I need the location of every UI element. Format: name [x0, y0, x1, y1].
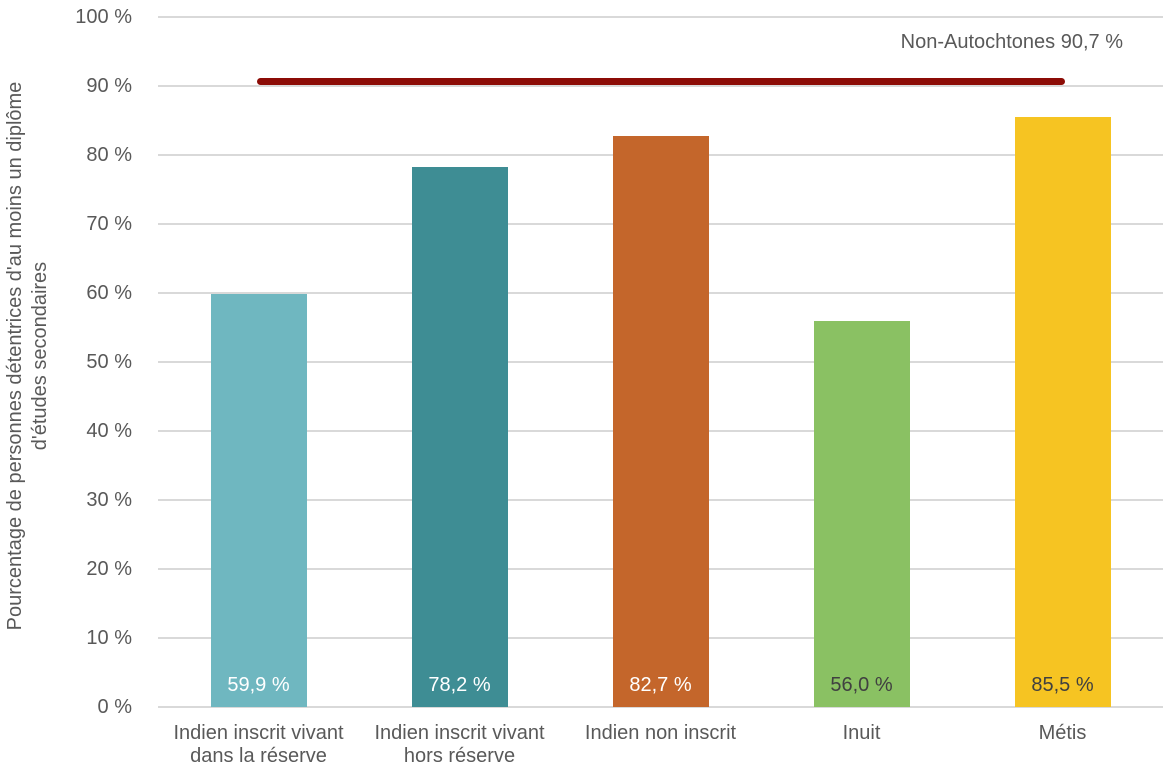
reference-line [256, 77, 1065, 85]
y-tick-label: 90 % [86, 75, 132, 97]
y-tick-label: 80 % [86, 144, 132, 166]
plot-area: Non-Autochtones 90,7 % 59,9 % 78,2 % 82,7 … [158, 16, 1163, 708]
category-label-line: Indien inscrit vivant [374, 722, 545, 744]
gridline [158, 16, 1163, 18]
bar-1: 59,9 % [210, 293, 307, 707]
bar-value-label: 85,5 % [1031, 674, 1094, 696]
y-tick-label: 20 % [86, 558, 132, 580]
bar-2: 78,2 % [411, 167, 508, 707]
category-label-line: hors réserve [403, 745, 516, 767]
category-label-line: Inuit [842, 722, 881, 744]
bar-5: 85,5 % [1014, 117, 1111, 707]
y-tick-label: 100 % [75, 6, 132, 28]
x-axis-category-labels: Indien inscrit vivant dans la réserve Indi… [158, 722, 1163, 772]
y-tick-label: 50 % [86, 351, 132, 373]
category-label: Indien inscrit vivant dans la réserve [154, 722, 364, 768]
bar-4: 56,0 % [813, 320, 910, 707]
category-label-line: Métis [1038, 722, 1087, 744]
x-axis-line [158, 706, 1163, 708]
y-tick-label: 60 % [86, 282, 132, 304]
bar-value-label: 78,2 % [428, 674, 491, 696]
category-label: Indien non inscrit [556, 722, 766, 745]
category-label-line: dans la réserve [190, 745, 327, 767]
y-tick-label: 40 % [86, 420, 132, 442]
reference-line-label: Non-Autochtones 90,7 % [900, 31, 1123, 53]
category-label-line: Indien inscrit vivant [173, 722, 344, 744]
y-tick-label: 30 % [86, 489, 132, 511]
category-label-line: Indien non inscrit [584, 722, 737, 744]
gridline [158, 85, 1163, 87]
bar-value-label: 82,7 % [629, 674, 692, 696]
category-label: Indien inscrit vivant hors réserve [355, 722, 565, 768]
bar-3: 82,7 % [612, 136, 709, 707]
y-tick-label: 0 % [97, 696, 132, 718]
bar-value-label: 56,0 % [830, 674, 893, 696]
y-tick-label: 10 % [86, 627, 132, 649]
category-label: Métis [958, 722, 1168, 745]
category-label: Inuit [757, 722, 967, 745]
y-tick-label: 70 % [86, 213, 132, 235]
bar-value-label: 59,9 % [227, 674, 290, 696]
